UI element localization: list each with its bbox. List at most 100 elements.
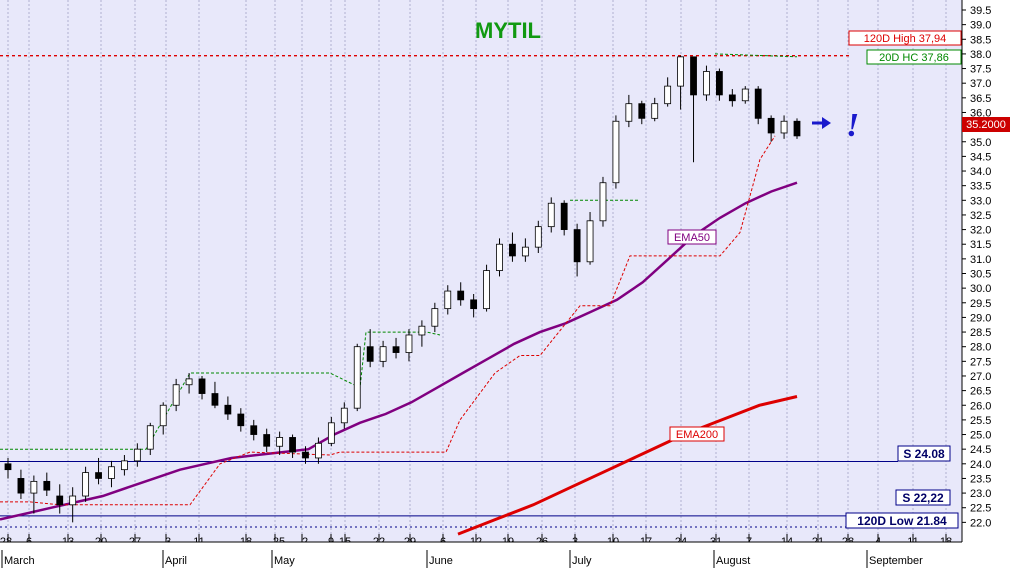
candle-down [457, 290, 465, 301]
hc-20d-box [866, 49, 962, 65]
y-tick-label: 22.0 [970, 517, 991, 529]
high-120d-box [848, 30, 962, 46]
candle-down [17, 478, 25, 494]
month-label: May [274, 555, 295, 567]
candle-up [444, 290, 452, 310]
candle-down [793, 120, 801, 137]
candles [4, 55, 801, 523]
candle-down [366, 346, 374, 362]
month-label: September [869, 555, 923, 567]
candle-down [509, 243, 516, 257]
month-label: March [4, 555, 35, 567]
candle-up [534, 226, 542, 248]
low-120d-box [845, 512, 959, 529]
candle-up [483, 270, 490, 310]
ema50-box [667, 229, 717, 245]
y-tick-label: 24.0 [970, 459, 991, 471]
candle-up [664, 85, 672, 105]
y-tick-label: 25.0 [970, 430, 991, 442]
candle-down [289, 437, 296, 453]
candle-down [250, 425, 258, 435]
candle-up [276, 437, 284, 447]
y-tick-label: 38.0 [970, 49, 991, 61]
x-axis-band [0, 542, 962, 571]
candle-down [4, 463, 12, 471]
candle-down [573, 229, 581, 263]
y-tick-label: 27.0 [970, 371, 991, 383]
candle-up [703, 71, 710, 96]
y-tick-label: 33.0 [970, 195, 991, 207]
candle-up [496, 243, 503, 271]
month-label: June [429, 555, 453, 567]
support-2-label: S 22,22 [902, 491, 944, 505]
support-2-box [895, 489, 951, 506]
y-tick-label: 23.0 [970, 488, 991, 500]
candle-up [327, 422, 335, 444]
y-tick-label: 34.0 [970, 166, 991, 178]
candle-down [470, 299, 478, 310]
candle-down [302, 451, 309, 459]
candle-up [521, 246, 529, 257]
y-tick-label: 34.5 [970, 151, 991, 163]
candle-up [612, 120, 620, 184]
y-tick-label: 37.5 [970, 64, 991, 76]
candle-up [82, 472, 90, 497]
candle-up [315, 442, 322, 459]
candle-up [159, 404, 167, 427]
candle-down [56, 495, 64, 506]
candle-down [198, 378, 206, 394]
y-tick-label: 29.5 [970, 298, 991, 310]
y-tick-label: 36.0 [970, 107, 991, 119]
candle-up [625, 103, 633, 122]
y-tick-label: 23.5 [970, 473, 991, 485]
y-tick-label: 31.0 [970, 254, 991, 266]
support-1-label: S 24.08 [903, 447, 945, 461]
plot-area [0, 0, 962, 542]
candle-down [754, 88, 762, 119]
candle-up [69, 495, 77, 506]
y-tick-label: 31.5 [970, 239, 991, 251]
ema200-line [457, 395, 798, 536]
candle-down [560, 202, 568, 230]
month-label: July [572, 555, 592, 567]
current-price-label: 35.2000 [966, 119, 1006, 131]
candle-down [43, 480, 51, 491]
y-tick-label: 26.5 [970, 386, 991, 398]
annotations: MYTIL 120D High 37,94 20D HC 37,86 S 24.… [475, 18, 1010, 529]
candle-down [638, 103, 646, 119]
y-tick-label: 22.5 [970, 503, 991, 515]
y-tick-label: 39.5 [970, 5, 991, 17]
exclamation-icon: ! [846, 107, 859, 144]
candle-up [599, 182, 607, 222]
candle-up [121, 460, 128, 471]
candle-down [224, 404, 232, 415]
y-tick-label: 26.0 [970, 400, 991, 412]
arrow-right-icon [812, 117, 831, 129]
candle-up [547, 202, 555, 228]
y-tick-label: 30.5 [970, 269, 991, 281]
x-axis: 2861320273111825291522296121926310172431… [0, 534, 962, 571]
candle-up [340, 407, 348, 424]
hc-20d-line [714, 53, 798, 58]
low-120d-label: 120D Low 21.84 [857, 514, 947, 528]
trailing-stop-line [0, 135, 776, 506]
candle-up [172, 384, 180, 406]
candle-down [728, 94, 736, 102]
candle-up [586, 220, 594, 263]
hc-20d-label: 20D HC 37,86 [879, 52, 949, 64]
high-120d-label: 120D High 37,94 [864, 33, 947, 45]
ema200-label: EMA200 [676, 429, 718, 441]
candle-up [741, 88, 749, 102]
y-tick-label: 35.0 [970, 137, 991, 149]
y-tick-label: 39.0 [970, 20, 991, 32]
ema50-label: EMA50 [674, 232, 710, 244]
candle-up [677, 56, 684, 87]
candle-down [392, 346, 400, 353]
candle-up [30, 480, 38, 494]
candle-up [133, 448, 141, 462]
candle-up [431, 308, 439, 327]
y-tick-label: 32.5 [970, 210, 991, 222]
candle-down [237, 413, 245, 427]
candle-up [185, 378, 193, 386]
y-tick-label: 27.5 [970, 356, 991, 368]
